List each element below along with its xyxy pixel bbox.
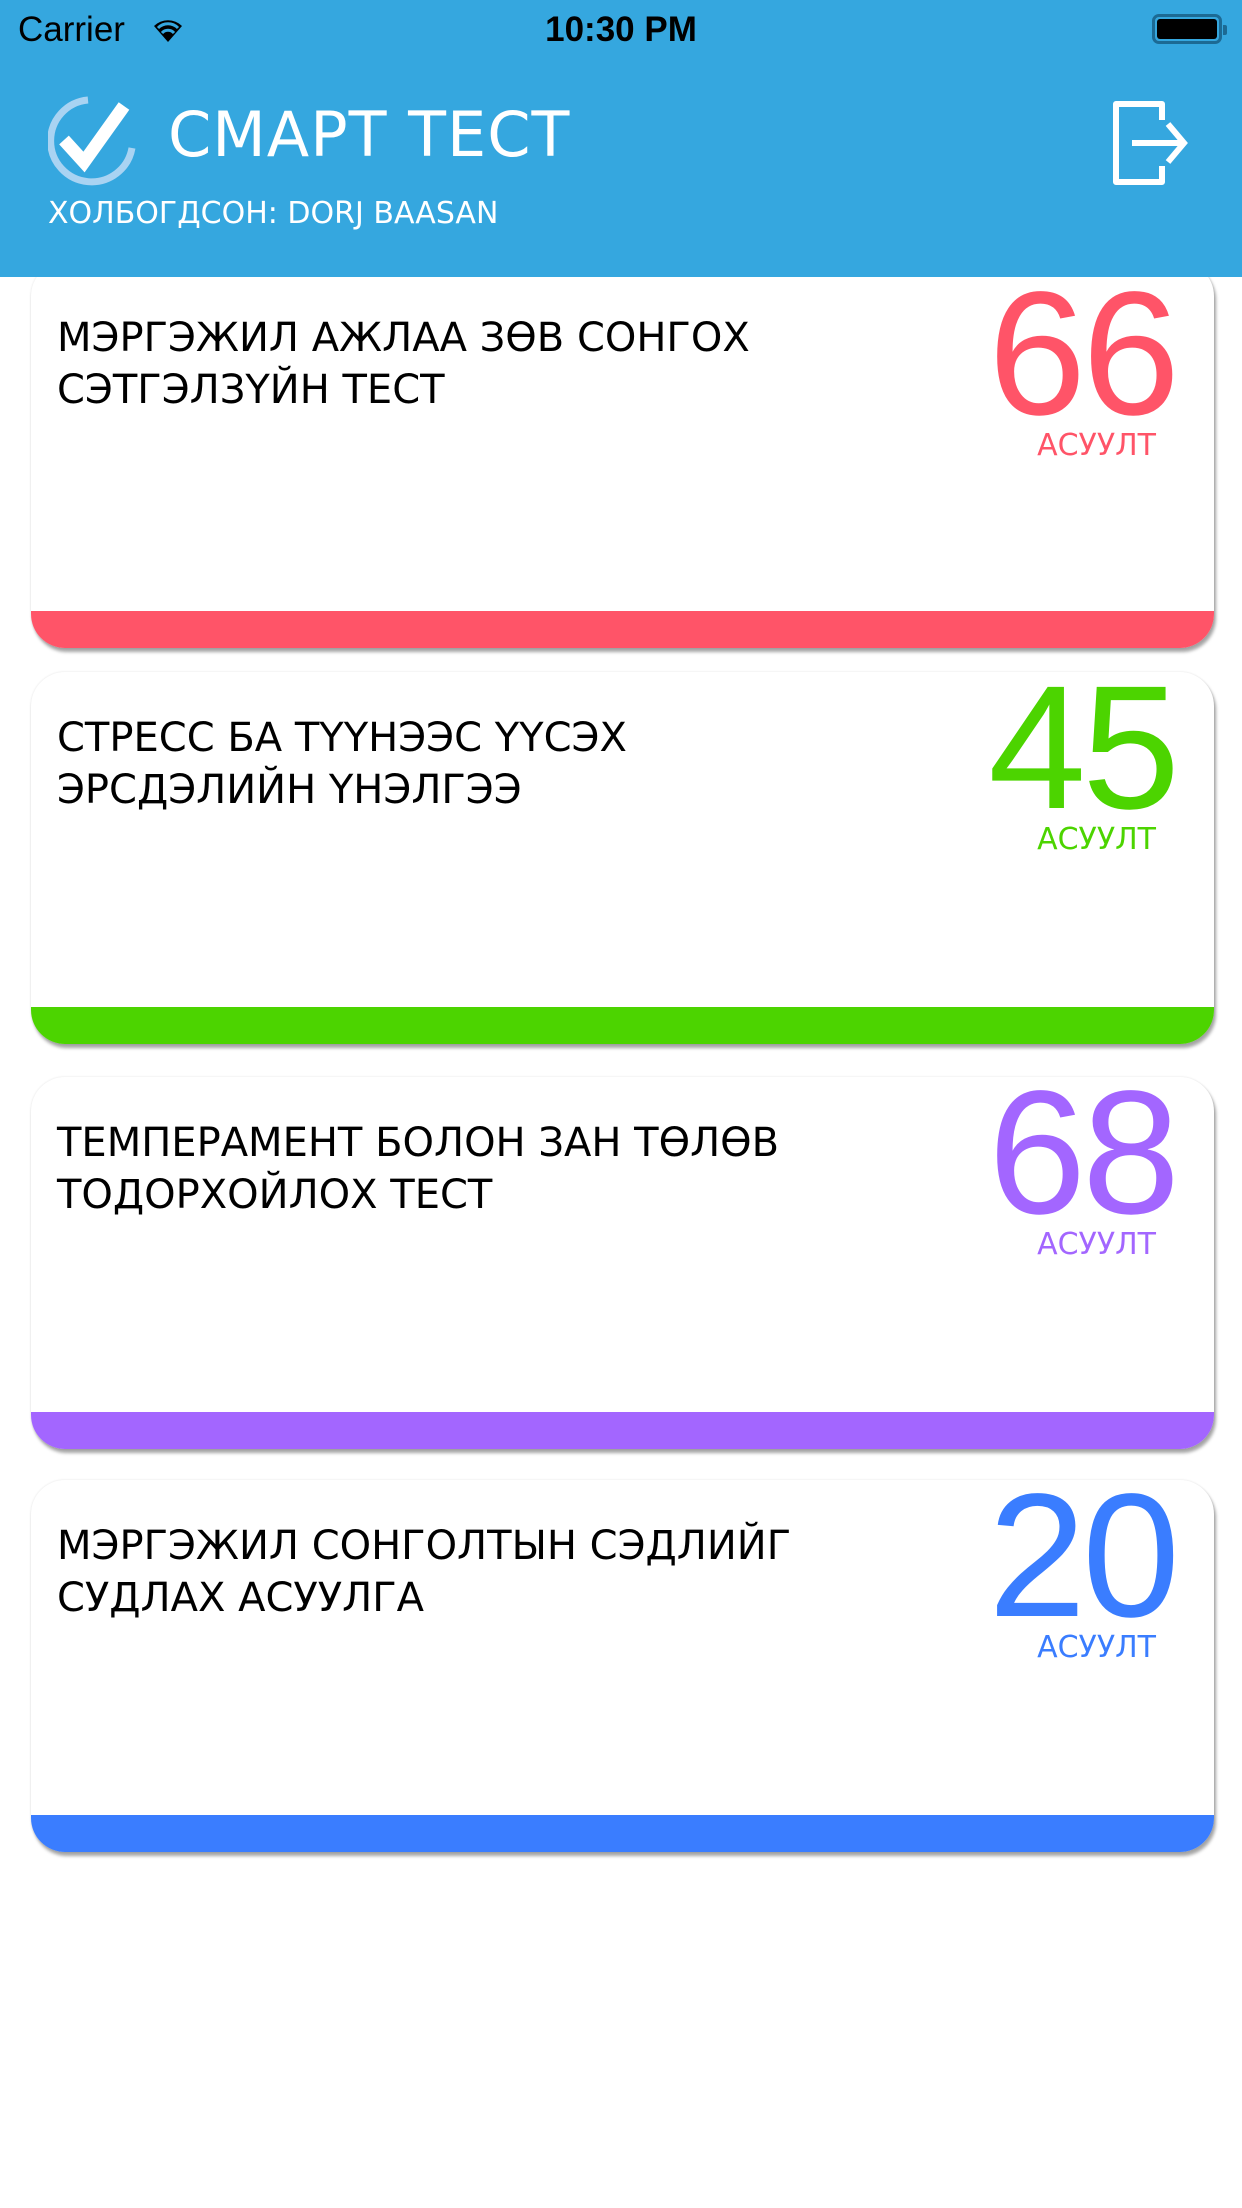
test-card[interactable]: МЭРГЭЖИЛ АЖЛАА ЗӨВ СОНГОХ СЭТГЭЛЗҮЙН ТЕС…	[31, 262, 1214, 648]
clock: 10:30 PM	[545, 10, 697, 49]
color-stripe	[31, 1815, 1214, 1852]
color-stripe	[31, 1412, 1214, 1449]
wifi-icon	[154, 20, 182, 42]
test-title: МЭРГЭЖИЛ АЖЛАА ЗӨВ СОНГОХ СЭТГЭЛЗҮЙН ТЕС…	[57, 315, 750, 413]
app-title: СМАРТ ТЕСТ	[168, 98, 571, 171]
app-header: Carrier 10:30 PM СМАРТ ТЕСТ ХОЛБОГДСОН: …	[0, 0, 1242, 277]
test-card[interactable]: МЭРГЭЖИЛ СОНГОЛТЫН СЭДЛИЙГ СУДЛАХ АСУУЛГ…	[31, 1480, 1214, 1852]
color-stripe	[31, 611, 1214, 648]
test-title: СТРЕСС БА ТҮҮНЭЭС ҮҮСЭХ ЭРСДЭЛИЙН ҮНЭЛГЭ…	[57, 715, 627, 813]
test-card[interactable]: ТЕМПЕРАМЕНТ БОЛОН ЗАН ТӨЛӨВ ТОДОРХОЙЛОХ …	[31, 1077, 1214, 1449]
question-count: 68	[988, 1077, 1180, 1251]
question-unit-label: АСУУЛТ	[1037, 428, 1156, 463]
question-count: 45	[988, 672, 1180, 846]
test-card[interactable]: СТРЕСС БА ТҮҮНЭЭС ҮҮСЭХ ЭРСДЭЛИЙН ҮНЭЛГЭ…	[31, 672, 1214, 1044]
test-title: ТЕМПЕРАМЕНТ БОЛОН ЗАН ТӨЛӨВ ТОДОРХОЙЛОХ …	[57, 1120, 780, 1218]
connected-user: ХОЛБОГДСОН: DORJ BAASAN	[48, 196, 499, 231]
status-bar: Carrier 10:30 PM	[0, 0, 1242, 62]
question-unit-label: АСУУЛТ	[1037, 1227, 1156, 1262]
question-count: 66	[988, 262, 1180, 452]
test-title: МЭРГЭЖИЛ СОНГОЛТЫН СЭДЛИЙГ СУДЛАХ АСУУЛГ…	[57, 1523, 792, 1621]
battery-icon	[1152, 14, 1227, 44]
question-unit-label: АСУУЛТ	[1037, 822, 1156, 857]
logout-icon[interactable]	[1112, 98, 1192, 188]
carrier-label: Carrier	[18, 10, 125, 49]
color-stripe	[31, 1007, 1214, 1044]
question-unit-label: АСУУЛТ	[1037, 1630, 1156, 1665]
question-count: 20	[988, 1480, 1180, 1654]
check-circle-icon	[48, 96, 136, 186]
